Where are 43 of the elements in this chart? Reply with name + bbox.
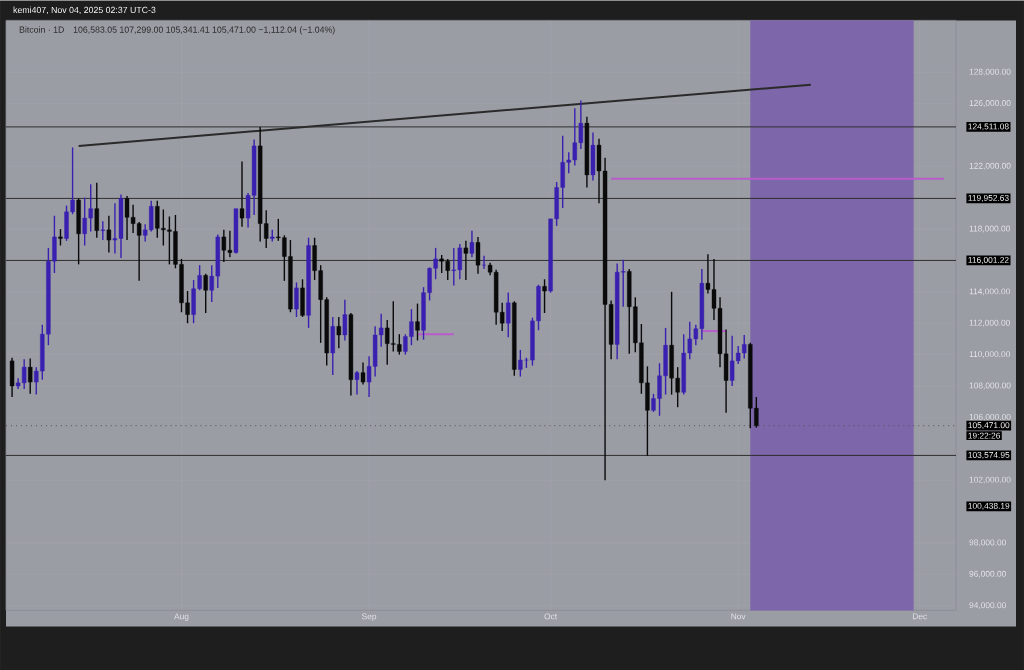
candlestick <box>106 214 112 254</box>
candlestick <box>294 281 299 318</box>
candlestick <box>463 239 469 281</box>
candlestick <box>699 268 705 341</box>
candlestick <box>542 278 547 314</box>
candlestick <box>118 193 124 259</box>
candlestick <box>330 316 335 376</box>
candlestick <box>203 272 208 314</box>
candlestick <box>9 356 15 398</box>
candlestick <box>227 229 233 258</box>
candlestick <box>590 131 596 181</box>
candlestick <box>239 160 245 228</box>
candlestick <box>124 195 130 241</box>
candlestick <box>221 228 227 263</box>
candlestick <box>572 107 578 167</box>
candlestick <box>481 254 487 270</box>
candlestick <box>445 257 450 281</box>
candlestick <box>469 229 475 258</box>
candlestick <box>233 207 239 254</box>
candlestick <box>354 370 360 396</box>
candlestick <box>360 361 366 385</box>
candlestick <box>300 278 305 318</box>
candlestick <box>94 181 99 239</box>
candlestick <box>100 220 106 241</box>
candlestick <box>742 334 747 360</box>
candlestick <box>627 268 632 355</box>
candlestick <box>21 358 27 390</box>
candlestick <box>76 197 81 265</box>
candlestick <box>155 199 160 239</box>
candlestick <box>506 291 511 338</box>
candlestick <box>457 243 463 280</box>
candlestick <box>336 316 342 349</box>
candlestick <box>729 334 735 387</box>
candlestick <box>167 215 172 265</box>
candlestick <box>493 268 499 326</box>
candlestick <box>415 302 420 341</box>
candlestick <box>28 357 33 395</box>
candlestick <box>475 236 481 275</box>
candlestick <box>439 254 444 274</box>
candlestick <box>342 298 348 341</box>
candlestick <box>112 202 118 254</box>
candlestick <box>518 349 523 378</box>
candlestick <box>451 247 456 287</box>
